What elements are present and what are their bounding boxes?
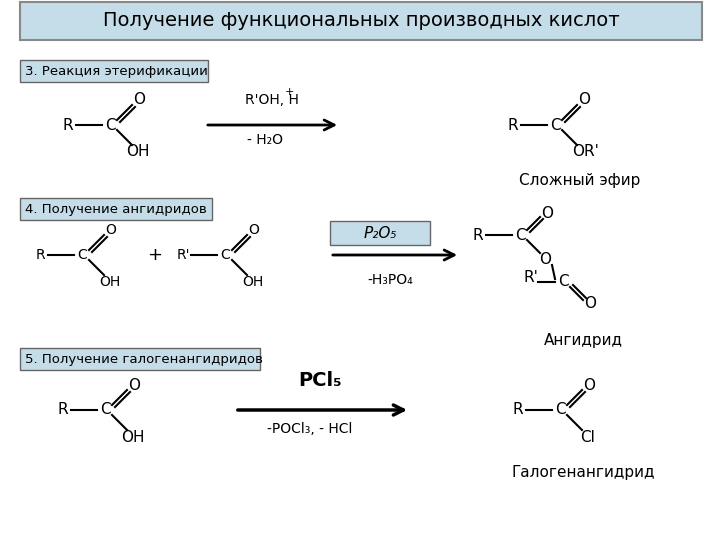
Text: O: O — [248, 223, 259, 237]
Text: C: C — [77, 248, 87, 262]
Text: R: R — [508, 118, 518, 132]
Text: Сложный эфир: Сложный эфир — [519, 172, 641, 187]
Text: OH: OH — [243, 275, 264, 289]
Text: O: O — [106, 223, 117, 237]
Text: - H₂O: - H₂O — [247, 133, 283, 147]
Text: -H₃PO₄: -H₃PO₄ — [367, 273, 413, 287]
Text: OR': OR' — [572, 145, 600, 159]
Text: C: C — [104, 118, 115, 132]
Text: Ангидрид: Ангидрид — [544, 333, 623, 348]
Text: O: O — [541, 206, 553, 220]
Text: 4. Получение ангидридов: 4. Получение ангидридов — [25, 202, 207, 215]
Text: O: O — [578, 92, 590, 107]
Bar — [330, 221, 430, 245]
Text: R: R — [473, 227, 483, 242]
Text: C: C — [549, 118, 560, 132]
Text: R: R — [513, 402, 523, 417]
Text: C: C — [554, 402, 565, 417]
Text: C: C — [558, 274, 568, 289]
Bar — [20, 2, 702, 40]
Text: R'OH, H: R'OH, H — [245, 93, 299, 107]
Text: OH: OH — [126, 145, 150, 159]
Text: C: C — [515, 227, 526, 242]
Text: 3. Реакция этерификации: 3. Реакция этерификации — [25, 64, 208, 78]
Text: R: R — [35, 248, 45, 262]
Text: Получение функциональных производных кислот: Получение функциональных производных кис… — [103, 11, 619, 30]
Text: OH: OH — [121, 429, 145, 444]
Text: OH: OH — [99, 275, 121, 289]
Text: O: O — [133, 92, 145, 107]
Text: O: O — [584, 296, 596, 312]
Text: +: + — [285, 87, 294, 97]
Text: -POCl₃, - HCl: -POCl₃, - HCl — [267, 422, 353, 436]
Text: R': R' — [176, 248, 190, 262]
Bar — [20, 60, 208, 82]
Bar — [20, 198, 212, 220]
Text: O: O — [539, 253, 551, 267]
Text: C: C — [99, 402, 110, 417]
Text: Галогенангидрид: Галогенангидрид — [511, 464, 654, 480]
Text: 5. Получение галогенангидридов: 5. Получение галогенангидридов — [25, 353, 263, 366]
Text: PCl₅: PCl₅ — [298, 370, 342, 389]
Text: R: R — [58, 402, 68, 417]
Text: O: O — [583, 377, 595, 393]
Text: C: C — [220, 248, 230, 262]
Bar — [20, 348, 260, 370]
Text: O: O — [128, 377, 140, 393]
Text: R': R' — [523, 269, 539, 285]
Text: R: R — [63, 118, 73, 132]
Text: +: + — [148, 246, 163, 264]
Text: Cl: Cl — [580, 429, 595, 444]
Text: P₂O₅: P₂O₅ — [364, 226, 397, 240]
